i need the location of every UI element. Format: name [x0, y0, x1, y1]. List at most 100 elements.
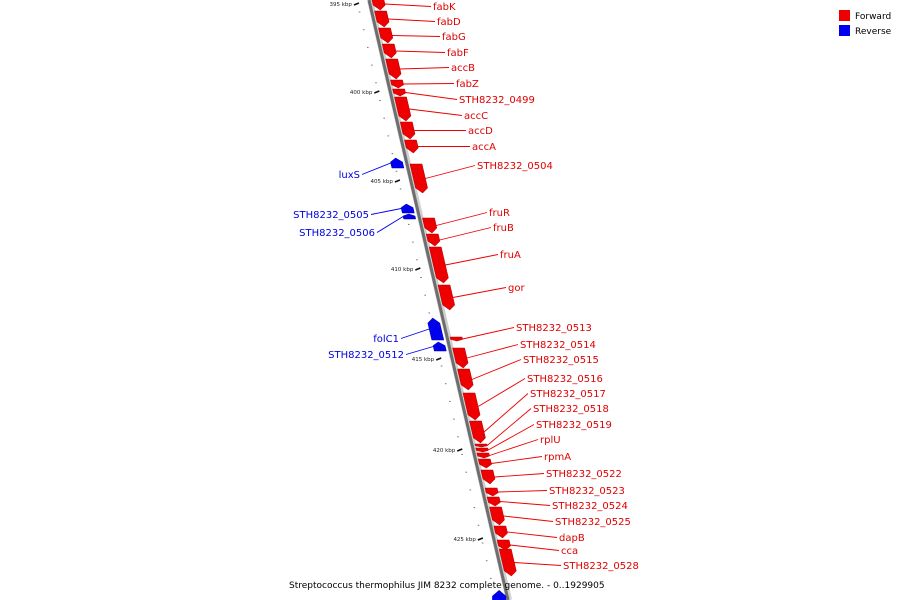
gene-label-sth8232_0524[interactable]: STH8232_0524 [552, 501, 628, 512]
leader-line [483, 393, 529, 433]
gene-feature-accc[interactable] [394, 96, 412, 122]
gene-label-sth8232_0512[interactable]: STH8232_0512 [328, 350, 404, 361]
gene-feature-accb[interactable] [385, 58, 402, 80]
leader-line [445, 254, 499, 266]
gene-label-sth8232_0525[interactable]: STH8232_0525 [555, 517, 631, 528]
gene-feature-folc1[interactable] [427, 317, 445, 341]
gene-label-frub[interactable]: fruB [493, 223, 514, 234]
tick-label: 425 kbp [453, 537, 476, 543]
major-tick [477, 537, 484, 541]
legend-forward-swatch [839, 10, 850, 21]
leader-line [471, 359, 522, 380]
gene-label-folc1[interactable]: folC1 [373, 334, 399, 345]
gene-feature-sth8232_0506[interactable] [402, 213, 417, 220]
gene-label-rpma[interactable]: rpmA [544, 452, 571, 463]
tick-label: 395 kbp [330, 2, 353, 8]
leader-line [361, 162, 391, 175]
gene-feature-sth8232_0528[interactable] [498, 548, 517, 577]
gene-label-cca[interactable]: cca [561, 546, 578, 557]
gene-feature-sth8232_0504[interactable] [409, 163, 428, 194]
gene-feature-frua[interactable] [428, 246, 449, 284]
gene-labels: fabK fabD fabG fabF accB fabZ STH8232_0499 accC… [293, 2, 639, 572]
gene-feature-dapb[interactable] [493, 525, 508, 539]
gene-label-dapb[interactable]: dapB [559, 533, 585, 544]
leader-line [489, 439, 539, 456]
gene-feature-accd[interactable] [399, 121, 416, 140]
gene-label-frur[interactable]: fruR [489, 208, 510, 219]
gene-feature-sth8232_0499[interactable] [392, 88, 406, 97]
gene-label-sth8232_0528[interactable]: STH8232_0528 [563, 561, 639, 572]
gene-feature-sth8232_0514[interactable] [452, 347, 469, 369]
gene-feature-sth8232_0516[interactable] [462, 392, 481, 421]
gene-label-sth8232_0499[interactable]: STH8232_0499 [459, 95, 535, 106]
gene-feature-luxs[interactable] [390, 157, 405, 169]
genome-backbone [367, 0, 510, 600]
gene-feature-frur[interactable] [422, 217, 438, 234]
leader-line [370, 208, 402, 215]
gene-feature-gor[interactable] [437, 284, 455, 311]
leader-line [477, 378, 526, 407]
gene-label-sth8232_0518[interactable]: STH8232_0518 [533, 404, 609, 415]
tick-label: 410 kbp [391, 267, 414, 273]
gene-label-frua[interactable]: fruA [500, 250, 521, 261]
gene-feature-sth8232_0518[interactable] [474, 443, 488, 448]
gene-feature-sth8232_0505[interactable] [400, 203, 415, 214]
gene-feature-rplu[interactable] [476, 452, 490, 459]
gene-label-sth8232_0506[interactable]: STH8232_0506 [299, 228, 375, 239]
leader-line [436, 212, 488, 226]
gene-label-accd[interactable]: accD [468, 126, 493, 137]
gene-label-accc[interactable]: accC [464, 111, 488, 122]
gene-feature-fabd[interactable] [374, 10, 390, 28]
leader-line [395, 50, 446, 53]
label-leader-lines [361, 3, 562, 566]
gene-feature-fabf[interactable] [381, 43, 397, 59]
gene-label-sth8232_0504[interactable]: STH8232_0504 [477, 161, 553, 172]
major-tick [353, 2, 360, 6]
gene-feature-sth8232_0522[interactable] [480, 469, 496, 485]
gene-label-gor[interactable]: gor [508, 283, 525, 294]
gene-label-luxs[interactable]: luxS [339, 170, 360, 181]
gene-feature-frub[interactable] [425, 233, 441, 247]
gene-feature-acca[interactable] [404, 139, 419, 154]
gene-label-sth8232_0523[interactable]: STH8232_0523 [549, 486, 625, 497]
gene-feature-sth8232_0517[interactable] [469, 420, 486, 444]
gene-feature-sth8232_0523[interactable] [484, 487, 499, 497]
gene-feature-sth8232_0513[interactable] [449, 336, 463, 342]
gene-feature-sth8232_0525[interactable] [489, 506, 505, 526]
leader-line [405, 346, 434, 355]
gene-feature-sth8232_0515[interactable] [457, 368, 474, 391]
major-tick [394, 179, 401, 183]
gene-label-sth8232_0516[interactable]: STH8232_0516 [527, 374, 603, 385]
gene-label-fabk[interactable]: fabK [433, 2, 456, 13]
gene-feature-cca[interactable] [496, 539, 511, 551]
tick-label: 415 kbp [412, 357, 435, 363]
gene-label-sth8232_0519[interactable]: STH8232_0519 [536, 420, 612, 431]
gene-label-sth8232_0522[interactable]: STH8232_0522 [546, 469, 622, 480]
gene-feature-fabk[interactable] [371, 0, 386, 11]
gene-label-fabf[interactable]: fabF [447, 48, 469, 59]
gene-label-sth8232_0514[interactable]: STH8232_0514 [520, 340, 596, 351]
gene-label-fabz[interactable]: fabZ [456, 79, 479, 90]
leader-line [486, 408, 532, 446]
gene-feature-sth8232_0519[interactable] [475, 447, 489, 453]
gene-label-sth8232_0505[interactable]: STH8232_0505 [293, 210, 369, 221]
gene-label-accb[interactable]: accB [451, 63, 475, 74]
gene-feature-fabz[interactable] [390, 79, 404, 89]
leader-line [500, 501, 551, 506]
gene-label-fabd[interactable]: fabD [437, 17, 461, 28]
gene-label-rplu[interactable]: rplU [540, 435, 561, 446]
gene-feature-rpma[interactable] [477, 458, 492, 469]
legend-reverse-swatch [839, 25, 850, 36]
gene-label-sth8232_0515[interactable]: STH8232_0515 [523, 355, 599, 366]
major-tick-marks: 395 kbp 400 kbp 405 kbp 410 kbp 415 kbp 420 k… [330, 2, 484, 543]
gene-feature-sth8232_0524[interactable] [486, 496, 501, 507]
leader-line [494, 473, 545, 478]
gene-label-sth8232_0517[interactable]: STH8232_0517 [530, 389, 606, 400]
gene-label-fabg[interactable]: fabG [442, 32, 466, 43]
gene-label-sth8232_0513[interactable]: STH8232_0513 [516, 323, 592, 334]
gene-feature-sth8232_0512[interactable] [432, 341, 447, 352]
gene-feature-fabg[interactable] [378, 27, 394, 44]
tick-label: 400 kbp [350, 90, 373, 96]
leader-line [388, 18, 436, 22]
gene-label-acca[interactable]: accA [472, 142, 496, 153]
